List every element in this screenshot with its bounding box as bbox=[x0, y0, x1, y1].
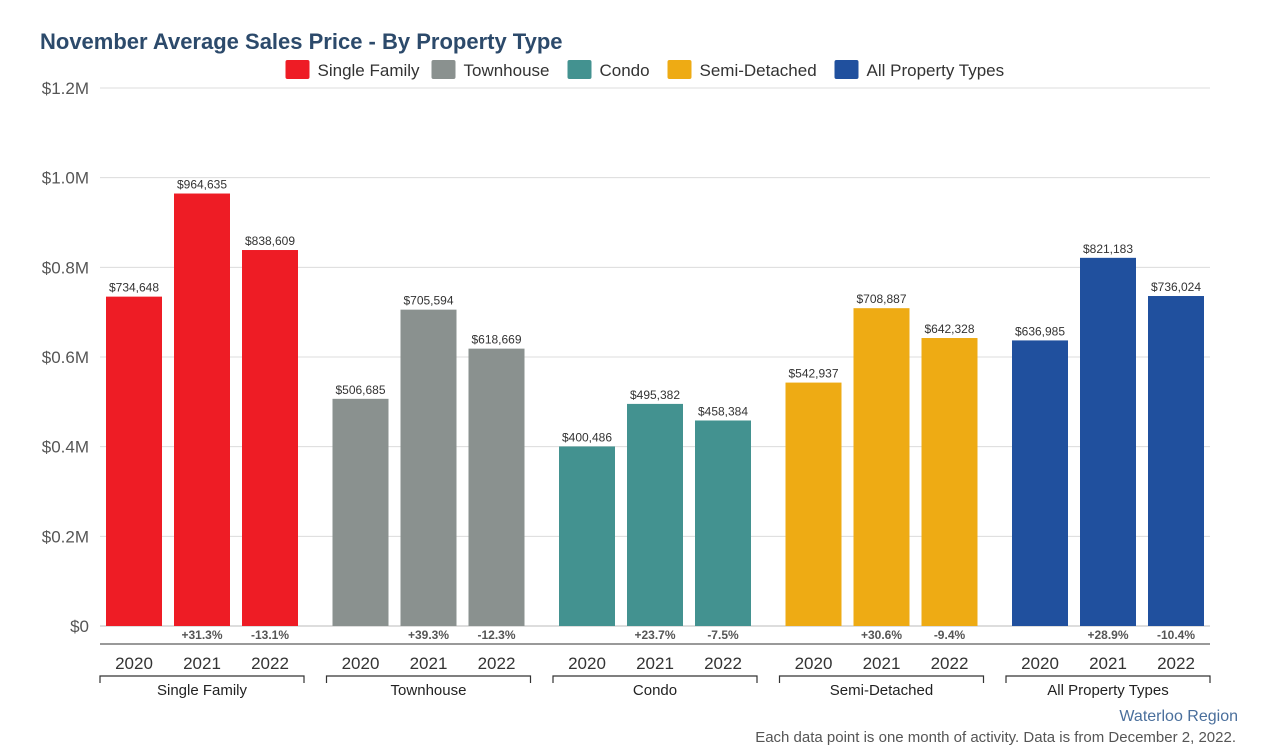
group-bracket bbox=[99, 675, 305, 683]
legend-swatch bbox=[285, 60, 310, 79]
change-label: -7.5% bbox=[707, 628, 739, 642]
group-label: Semi-Detached bbox=[830, 682, 933, 699]
bar bbox=[921, 338, 978, 626]
legend-swatch bbox=[667, 60, 692, 79]
bar-value-label: $495,382 bbox=[630, 388, 680, 402]
bar-value-label: $708,887 bbox=[856, 292, 906, 306]
bar-value-label: $400,486 bbox=[562, 430, 612, 444]
group-bracket bbox=[778, 675, 985, 683]
group-bracket bbox=[1005, 675, 1211, 683]
group-label: Single Family bbox=[157, 682, 248, 699]
y-axis: $0 $0.2M $0.4M $0.6M $0.8M $1.0M $1.2M bbox=[42, 79, 89, 636]
y-tick-label: $0.4M bbox=[42, 438, 89, 457]
change-label: -13.1% bbox=[251, 628, 289, 642]
bar-value-label: $821,183 bbox=[1083, 242, 1133, 256]
bar-value-label: $636,985 bbox=[1015, 324, 1065, 338]
group-label: All Property Types bbox=[1047, 682, 1168, 699]
change-label: +30.6% bbox=[861, 628, 902, 642]
chart-title: November Average Sales Price - By Proper… bbox=[40, 29, 563, 54]
y-tick-label: $1.0M bbox=[42, 169, 89, 188]
x-tick-year: 2021 bbox=[863, 654, 901, 673]
bar-value-label: $734,648 bbox=[109, 281, 159, 295]
x-tick-year: 2020 bbox=[795, 654, 833, 673]
change-label: +39.3% bbox=[408, 628, 449, 642]
x-tick-year: 2022 bbox=[478, 654, 516, 673]
x-tick-year: 2021 bbox=[183, 654, 221, 673]
y-tick-label: $0 bbox=[70, 617, 89, 636]
x-tick-year: 2022 bbox=[1157, 654, 1195, 673]
bar bbox=[853, 308, 910, 626]
bar bbox=[627, 403, 683, 626]
legend-label: Townhouse bbox=[464, 61, 550, 80]
legend-label: All Property Types bbox=[867, 61, 1005, 80]
bar bbox=[1080, 257, 1136, 626]
bar bbox=[695, 420, 751, 626]
bar bbox=[106, 296, 162, 626]
y-tick-label: $0.8M bbox=[42, 258, 89, 277]
legend-swatch bbox=[431, 60, 456, 79]
legend: Single Family Townhouse Condo Semi-Detached… bbox=[285, 60, 1005, 80]
data-note: Each data point is one month of activity… bbox=[755, 729, 1236, 746]
x-tick-year: 2022 bbox=[704, 654, 742, 673]
bars: $734,648 $964,635 +31.3% $838,609 -13.1% $506… bbox=[106, 178, 1204, 642]
bar bbox=[559, 446, 615, 626]
bar bbox=[400, 309, 457, 626]
group-bracket bbox=[325, 675, 532, 683]
group-label: Condo bbox=[633, 682, 677, 699]
change-label: +31.3% bbox=[181, 628, 222, 642]
bar bbox=[174, 193, 230, 626]
x-tick-year: 2022 bbox=[931, 654, 969, 673]
bar bbox=[785, 382, 842, 626]
x-tick-year: 2021 bbox=[1089, 654, 1127, 673]
bar-value-label: $542,937 bbox=[788, 367, 838, 381]
x-tick-year: 2021 bbox=[410, 654, 448, 673]
legend-label: Semi-Detached bbox=[700, 61, 817, 80]
bar bbox=[468, 348, 525, 626]
change-label: -10.4% bbox=[1157, 628, 1195, 642]
bar-value-label: $838,609 bbox=[245, 234, 295, 248]
bar bbox=[332, 398, 389, 626]
x-tick-year: 2021 bbox=[636, 654, 674, 673]
bar bbox=[242, 250, 298, 627]
bar bbox=[1012, 340, 1068, 626]
group-label: Townhouse bbox=[391, 682, 467, 699]
x-tick-year: 2020 bbox=[568, 654, 606, 673]
y-tick-label: $0.6M bbox=[42, 348, 89, 367]
bar-value-label: $964,635 bbox=[177, 178, 227, 192]
bar-value-label: $458,384 bbox=[698, 404, 748, 418]
bar bbox=[1148, 296, 1204, 626]
bar-value-label: $642,328 bbox=[924, 322, 974, 336]
bar-value-label: $506,685 bbox=[335, 383, 385, 397]
bar-value-label: $736,024 bbox=[1151, 280, 1201, 294]
x-tick-year: 2020 bbox=[342, 654, 380, 673]
change-label: +28.9% bbox=[1087, 628, 1128, 642]
region-label: Waterloo Region bbox=[1119, 708, 1238, 725]
group-bracket bbox=[552, 675, 758, 683]
legend-swatch bbox=[834, 60, 859, 79]
legend-label: Single Family bbox=[318, 61, 421, 80]
bar-value-label: $618,669 bbox=[471, 333, 521, 347]
change-label: -9.4% bbox=[934, 628, 966, 642]
x-tick-year: 2020 bbox=[115, 654, 153, 673]
legend-label: Condo bbox=[600, 61, 650, 80]
x-tick-year: 2020 bbox=[1021, 654, 1059, 673]
y-tick-label: $0.2M bbox=[42, 527, 89, 546]
change-label: -12.3% bbox=[477, 628, 515, 642]
y-tick-label: $1.2M bbox=[42, 79, 89, 98]
bar-value-label: $705,594 bbox=[403, 294, 453, 308]
x-tick-year: 2022 bbox=[251, 654, 289, 673]
legend-swatch bbox=[567, 60, 592, 79]
change-label: +23.7% bbox=[634, 628, 675, 642]
